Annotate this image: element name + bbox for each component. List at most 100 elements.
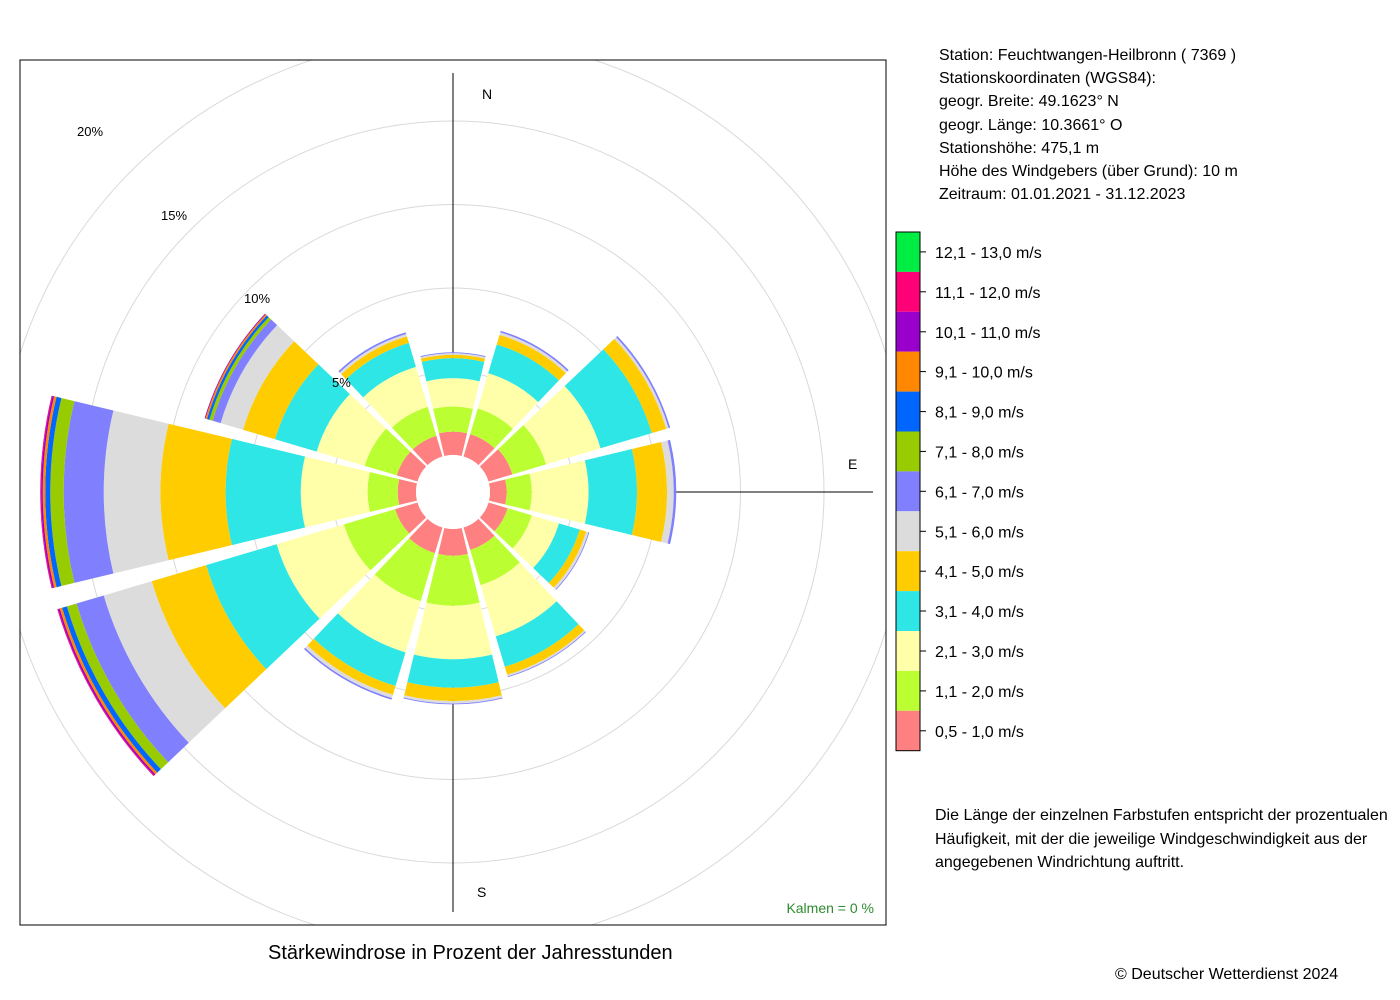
legend-label-1: 0,5 - 1,0 m/s xyxy=(935,724,1024,741)
sector-270-class-8 xyxy=(50,397,75,587)
calm-label: Kalmen = 0 % xyxy=(786,900,874,916)
sector-330-class-6 xyxy=(339,334,407,375)
sector-210-class-6 xyxy=(305,645,393,699)
sector-150-class-5 xyxy=(504,624,585,675)
note-line-2: Häufigkeit, mit der die jeweilige Windge… xyxy=(935,830,1368,848)
legend-label-9: 8,1 - 9,0 m/s xyxy=(935,405,1024,422)
legend-swatch-12 xyxy=(896,271,920,312)
sector-90-class-3 xyxy=(529,460,589,524)
legend-swatch-13 xyxy=(896,232,920,272)
sector-30-class-6 xyxy=(499,332,568,374)
ring-label-10: 10% xyxy=(244,291,270,306)
sector-120-class-5 xyxy=(548,529,587,588)
sector-240-class-1 xyxy=(395,502,427,534)
legend-label-8: 7,1 - 8,0 m/s xyxy=(935,444,1024,461)
sector-150-class-4 xyxy=(495,601,579,667)
sector-300-class-2 xyxy=(364,428,411,476)
sector-240-class-4 xyxy=(206,544,320,670)
note-line-1: Die Länge der einzelnen Farbstufen entsp… xyxy=(935,807,1388,824)
station-name: Station: Feuchtwangen-Heilbronn ( 7369 ) xyxy=(939,47,1237,64)
sector-300-class-7 xyxy=(212,319,278,424)
legend-label-4: 3,1 - 4,0 m/s xyxy=(935,604,1024,621)
sector-30-class-4 xyxy=(488,344,559,403)
sector-270-class-5 xyxy=(160,423,232,561)
sector-240-class-5 xyxy=(151,565,267,709)
legend-swatch-5 xyxy=(896,551,920,592)
center-hole xyxy=(416,455,490,529)
sector-60-class-4 xyxy=(564,349,652,449)
sector-120-class-4 xyxy=(533,523,580,583)
legend-label-5: 4,1 - 5,0 m/s xyxy=(935,564,1024,581)
sector-240-class-3 xyxy=(276,524,371,619)
legend-swatch-2 xyxy=(896,670,920,711)
sector-240-class-9 xyxy=(62,606,161,773)
legend-swatch-8 xyxy=(896,431,920,472)
sector-90-class-7 xyxy=(667,439,677,545)
legend-swatch-7 xyxy=(896,471,920,512)
sector-180-class-1 xyxy=(438,527,468,556)
legend-border xyxy=(895,231,921,752)
sector-0-class-7 xyxy=(420,352,486,357)
legend-label-10: 9,1 - 10,0 m/s xyxy=(935,365,1033,382)
sector-270-class-12 xyxy=(40,395,53,589)
sector-90-class-2 xyxy=(505,473,532,511)
sector-30-class-3 xyxy=(477,373,539,429)
legend-label-12: 11,1 - 12,0 m/s xyxy=(935,285,1041,302)
sector-300-class-3 xyxy=(316,394,387,466)
elevation: Stationshöhe: 475,1 m xyxy=(939,139,1100,157)
sector-330-class-2 xyxy=(391,406,437,450)
sector-60-class-2 xyxy=(498,425,547,475)
legend-swatch-3 xyxy=(896,631,920,671)
sector-270-class-2 xyxy=(367,472,400,512)
sector-180-class-3 xyxy=(413,602,493,660)
legend-swatch-6 xyxy=(896,511,920,552)
ring-label-5: 5% xyxy=(332,375,351,390)
note-line-3: angegebenen Windrichtung auftritt. xyxy=(935,854,1185,871)
sector-270-class-7 xyxy=(63,401,114,583)
ring-label-15: 15% xyxy=(161,208,187,223)
sector-270-class-6 xyxy=(103,410,169,574)
sector-270-class-1 xyxy=(397,479,418,505)
sector-180-class-6 xyxy=(403,695,503,704)
sector-180-class-7 xyxy=(403,697,503,705)
sector-30-class-1 xyxy=(463,434,495,466)
sector-0-class-6 xyxy=(420,353,486,359)
sector-180-class-5 xyxy=(404,682,502,702)
sector-300-class-8 xyxy=(209,317,272,421)
sector-210-class-3 xyxy=(337,574,421,653)
sector-270-class-3 xyxy=(300,456,370,528)
legend-swatch-4 xyxy=(896,591,920,631)
sector-30-class-5 xyxy=(496,334,566,381)
longitude: geogr. Länge: 10.3661° O xyxy=(939,116,1123,134)
sector-270-class-9 xyxy=(45,396,62,588)
sector-330-class-3 xyxy=(363,366,428,428)
sector-330-class-5 xyxy=(341,336,409,380)
legend-swatch-9 xyxy=(896,391,920,432)
period: Zeitraum: 01.01.2021 - 31.12.2023 xyxy=(939,186,1186,204)
compass-south: S xyxy=(477,884,486,900)
legend-label-11: 10,1 - 11,0 m/s xyxy=(935,325,1041,342)
explanation-note: Die Länge der einzelnen Farbstufen entsp… xyxy=(935,804,1395,875)
sector-210-class-1 xyxy=(409,518,443,554)
speed-legend: 12,1 - 13,0 m/s 11,1 - 12,0 m/s 10,1 - 11,… xyxy=(895,231,1042,752)
sector-90-class-1 xyxy=(488,479,507,505)
sector-0-class-5 xyxy=(420,354,486,362)
sector-150-class-1 xyxy=(463,518,495,550)
sector-270-class-11 xyxy=(41,395,55,589)
sector-300-class-5 xyxy=(242,341,319,440)
sector-30-class-2 xyxy=(470,408,513,449)
legend-label-2: 1,1 - 2,0 m/s xyxy=(935,684,1024,701)
sector-270-class-10 xyxy=(42,396,57,588)
sector-0-class-1 xyxy=(438,431,468,457)
sector-180-class-2 xyxy=(426,553,480,606)
sector-240-class-6 xyxy=(103,581,226,743)
sector-120-class-2 xyxy=(494,508,532,549)
compass-east: E xyxy=(848,456,857,472)
sector-240-class-2 xyxy=(343,509,410,571)
sector-90-class-5 xyxy=(631,442,668,542)
sector-90-class-4 xyxy=(584,449,637,535)
sector-120-class-1 xyxy=(479,502,508,532)
plot-frame xyxy=(19,59,887,926)
chart-caption: Stärkewindrose in Prozent der Jahresstun… xyxy=(268,942,673,964)
